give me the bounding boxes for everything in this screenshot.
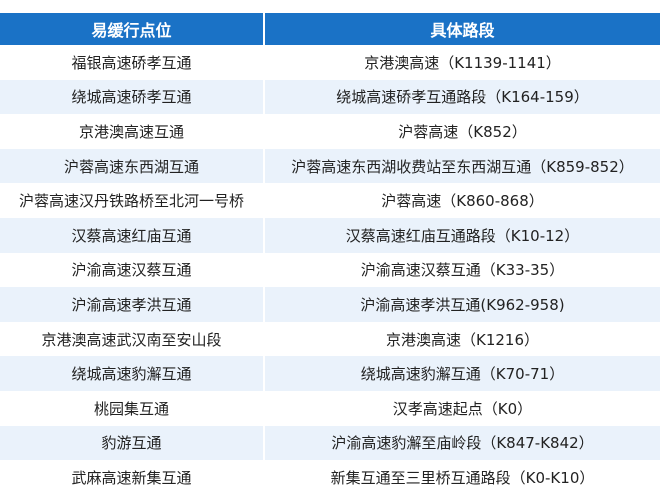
road-section-cell: 沪渝高速孝洪互通(K962-958) — [265, 287, 660, 322]
table-row: 绕城高速硚孝互通 绕城高速硚孝互通路段（K164-159） — [0, 79, 660, 115]
location-cell: 武麻高速新集互通 — [71, 468, 192, 487]
road-section-cell: 汉蔡高速红庙互通路段（K10-12） — [265, 217, 660, 253]
road-section-cell: 新集互通至三里桥互通路段（K0-K10） — [330, 468, 595, 487]
table-row: 福银高速硚孝互通 京港澳高速（K1139-1141） — [0, 45, 660, 80]
location-cell: 京港澳高速武汉南至安山段 — [41, 330, 222, 349]
road-section-cell: 沪蓉高速东西湖收费站至东西湖互通（K859-852） — [265, 148, 660, 184]
location-cell: 汉蔡高速红庙互通 — [0, 217, 263, 253]
road-section-cell: 汉孝高速起点（K0） — [392, 399, 533, 418]
table-row: 沪渝高速孝洪互通 沪渝高速孝洪互通(K962-958) — [0, 287, 660, 322]
location-cell: 沪渝高速汉蔡互通 — [71, 261, 192, 280]
location-cell: 绕城高速豹澥互通 — [0, 356, 263, 391]
table-row: 沪蓉高速汉丹铁路桥至北河一号桥 沪蓉高速（K860-868） — [0, 183, 660, 218]
road-section-cell: 绕城高速豹澥互通（K70-71） — [265, 356, 660, 391]
location-cell: 沪蓉高速汉丹铁路桥至北河一号桥 — [18, 192, 244, 211]
road-section-cell: 沪渝高速豹澥至庙岭段（K847-K842） — [265, 425, 660, 461]
congestion-points-table: 易缓行点位 具体路段 福银高速硚孝互通 京港澳高速（K1139-1141） 绕城高速… — [0, 13, 660, 495]
road-section-cell: 沪蓉高速（K860-868） — [381, 192, 544, 211]
table-row: 桃园集互通 汉孝高速起点（K0） — [0, 391, 660, 426]
table-header: 易缓行点位 具体路段 — [0, 13, 660, 45]
table-row: 豹游互通 沪渝高速豹澥至庙岭段（K847-K842） — [0, 425, 660, 461]
table-row: 京港澳高速武汉南至安山段 京港澳高速（K1216） — [0, 322, 660, 357]
table-row: 沪蓉高速东西湖互通 沪蓉高速东西湖收费站至东西湖互通（K859-852） — [0, 148, 660, 184]
table-row: 汉蔡高速红庙互通 汉蔡高速红庙互通路段（K10-12） — [0, 217, 660, 253]
road-section-cell: 沪蓉高速（K852） — [398, 122, 527, 141]
location-cell: 福银高速硚孝互通 — [71, 53, 192, 72]
header-road-section: 具体路段 — [265, 13, 660, 45]
table-row: 绕城高速豹澥互通 绕城高速豹澥互通（K70-71） — [0, 356, 660, 391]
table-row: 武麻高速新集互通 新集互通至三里桥互通路段（K0-K10） — [0, 460, 660, 495]
location-cell: 沪渝高速孝洪互通 — [0, 287, 263, 322]
location-cell: 豹游互通 — [0, 425, 263, 461]
location-cell: 沪蓉高速东西湖互通 — [0, 148, 263, 184]
road-section-cell: 绕城高速硚孝互通路段（K164-159） — [265, 79, 660, 115]
road-section-cell: 京港澳高速（K1139-1141） — [364, 53, 561, 72]
table-row: 京港澳高速互通 沪蓉高速（K852） — [0, 114, 660, 149]
location-cell: 绕城高速硚孝互通 — [0, 79, 263, 115]
location-cell: 桃园集互通 — [93, 399, 169, 418]
header-location: 易缓行点位 — [0, 13, 263, 45]
location-cell: 京港澳高速互通 — [78, 122, 184, 141]
road-section-cell: 沪渝高速汉蔡互通（K33-35） — [360, 261, 565, 280]
road-section-cell: 京港澳高速（K1216） — [385, 330, 539, 349]
table-row: 沪渝高速汉蔡互通 沪渝高速汉蔡互通（K33-35） — [0, 253, 660, 288]
